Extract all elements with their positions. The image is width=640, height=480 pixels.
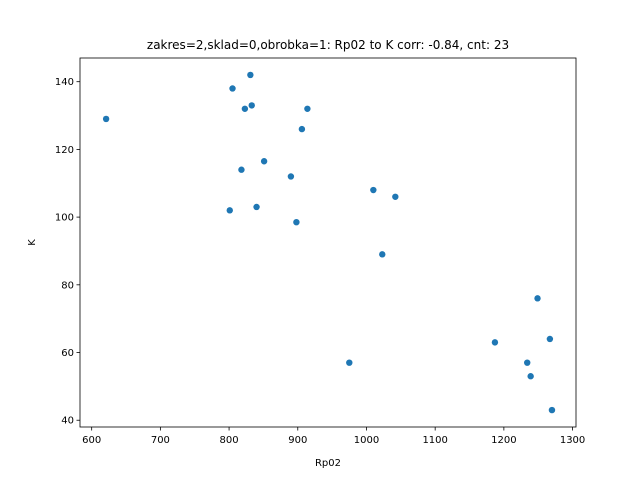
data-point	[304, 105, 311, 112]
x-tick-label: 1000	[354, 435, 379, 446]
data-point	[229, 85, 236, 92]
data-point	[241, 105, 249, 112]
data-point	[248, 102, 255, 109]
x-axis-label: Rp02	[315, 458, 341, 469]
data-point	[534, 295, 541, 302]
x-tick-label: 700	[151, 435, 170, 446]
data-point	[524, 359, 531, 366]
data-point	[293, 218, 300, 226]
data-point	[527, 373, 534, 380]
data-point	[226, 207, 233, 214]
chart-title: zakres=2,sklad=0,obrobka=1: Rp02 to K co…	[147, 38, 509, 52]
y-tick-label: 140	[55, 77, 74, 88]
data-point	[260, 158, 268, 165]
y-tick-label: 120	[55, 145, 74, 156]
x-tick-label: 1200	[491, 435, 516, 446]
data-points	[102, 71, 556, 414]
data-point	[102, 115, 110, 123]
y-tick-label: 100	[55, 213, 74, 224]
plot-frame	[79, 57, 577, 428]
data-point	[392, 193, 399, 200]
data-point	[298, 125, 306, 133]
data-point	[238, 166, 245, 173]
data-point	[253, 203, 260, 211]
data-point	[491, 339, 499, 346]
y-axis-label: K	[27, 239, 38, 246]
x-tick-label: 900	[288, 435, 307, 446]
x-tick-label: 600	[82, 435, 101, 446]
data-point	[370, 186, 377, 194]
y-tick-label: 80	[61, 280, 74, 291]
y-tick-label: 60	[61, 348, 74, 359]
data-point	[379, 251, 386, 258]
x-tick-label: 1100	[422, 435, 447, 446]
data-point	[346, 359, 353, 366]
axis-ticks: 600 700 800 900 1000 1100 1200 1300 40 60 80 100 120…	[55, 77, 585, 446]
x-tick-label: 1300	[560, 435, 585, 446]
y-tick-label: 40	[61, 416, 74, 427]
x-tick-label: 800	[220, 435, 239, 446]
data-point	[548, 406, 556, 414]
data-point	[247, 71, 254, 79]
data-point	[546, 335, 554, 343]
data-point	[287, 173, 295, 180]
